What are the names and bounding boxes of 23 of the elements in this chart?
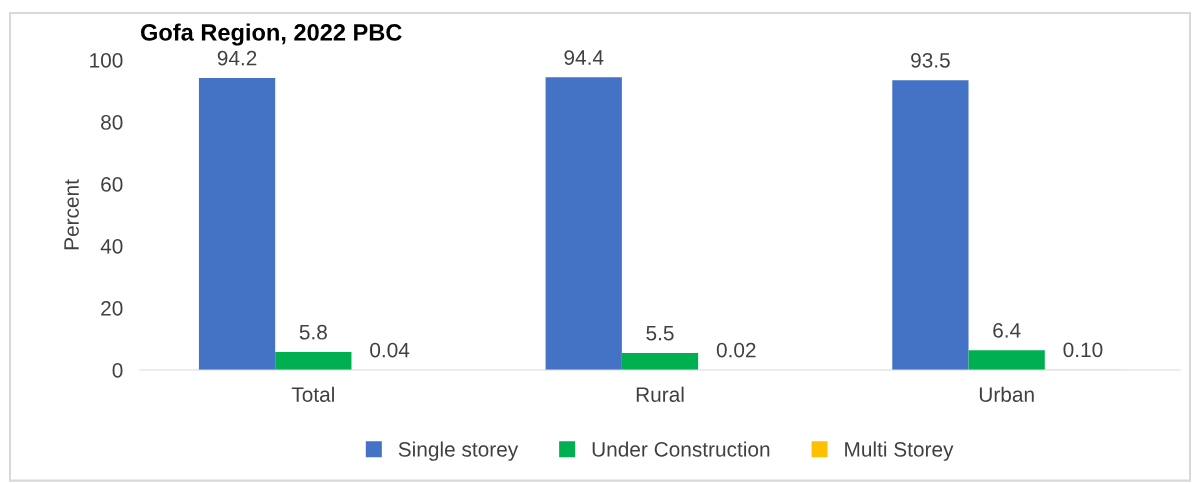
legend-label: Single storey [398, 441, 519, 461]
x-tick-label: Rural [636, 386, 684, 402]
text: 0.10 [1063, 342, 1103, 358]
text: 5.8 [299, 324, 327, 340]
legend-label: Multi Storey [845, 441, 954, 461]
x-tick-label: Urban [979, 386, 1034, 402]
text: 6.4 [993, 322, 1021, 338]
y-tick-label: 80 [101, 115, 123, 130]
y-axis-title: Percent [64, 179, 79, 250]
chart-title: Gofa Region, 2022 PBC [140, 23, 402, 46]
y-tick-label: 20 [101, 301, 123, 316]
text: 0.04 [370, 342, 410, 358]
text: 94.2 [217, 50, 257, 66]
text: 93.5 [911, 52, 950, 68]
text: 94.4 [564, 50, 604, 65]
x-tick-label: Total [291, 386, 334, 402]
y-tick-label: 100 [90, 53, 123, 68]
text: 5.5 [646, 325, 674, 341]
legend-label: Under Construction [592, 441, 770, 457]
y-tick-label: 0 [112, 363, 123, 378]
text: 0.02 [716, 342, 756, 358]
y-tick-label: 40 [100, 239, 123, 254]
y-tick-label: 60 [101, 177, 123, 192]
